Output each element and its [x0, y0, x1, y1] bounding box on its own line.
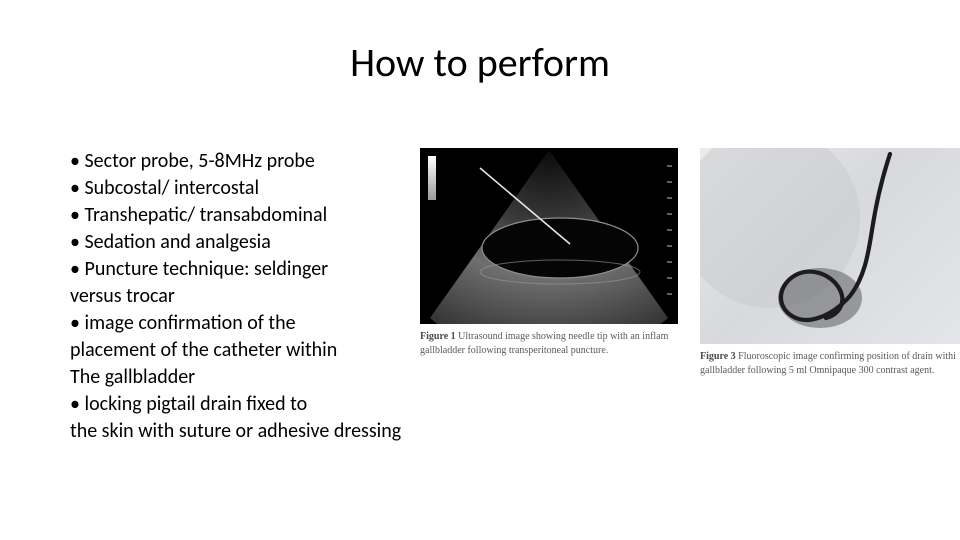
ultrasound-image	[420, 148, 678, 324]
depth-ticks	[667, 166, 672, 294]
bullet-line: • Puncture technique: seldinger	[70, 256, 470, 283]
fluoroscopic-image	[700, 148, 960, 344]
bullet-line: • Sedation and analgesia	[70, 229, 470, 256]
ultrasound-svg	[420, 148, 678, 324]
bullet-line: placement of the catheter within	[70, 337, 470, 364]
bullet-line: • Transhepatic/ transabdominal	[70, 202, 470, 229]
figure-3-caption-text: Fluoroscopic image confirming position o…	[700, 351, 956, 376]
bullet-line: • image confirmation of the	[70, 310, 470, 337]
figure-3-lead: Figure 3	[700, 351, 736, 362]
figure-1: Figure 1 Ultrasound image showing needle…	[420, 148, 678, 357]
fluoro-svg	[700, 148, 960, 344]
figure-3-caption: Figure 3 Fluoroscopic image confirming p…	[700, 350, 960, 377]
figure-1-caption-text: Ultrasound image showing needle tip with…	[420, 331, 668, 356]
gallbladder-lumen	[482, 218, 638, 278]
figure-1-lead: Figure 1	[420, 331, 456, 342]
slide-title: How to perform	[0, 38, 960, 87]
bullet-line: • Subcostal/ intercostal	[70, 175, 470, 202]
bullet-list: • Sector probe, 5-8MHz probe • Subcostal…	[70, 148, 470, 445]
bullet-line: the skin with suture or adhesive dressin…	[70, 418, 470, 445]
slide: How to perform • Sector probe, 5-8MHz pr…	[0, 0, 960, 540]
bullet-line: versus trocar	[70, 283, 470, 310]
figure-1-caption: Figure 1 Ultrasound image showing needle…	[420, 330, 678, 357]
bullet-line: • locking pigtail drain fixed to	[70, 391, 470, 418]
bullet-line: • Sector probe, 5-8MHz probe	[70, 148, 470, 175]
figure-3: Figure 3 Fluoroscopic image confirming p…	[700, 148, 960, 377]
bullet-line: The gallbladder	[70, 364, 470, 391]
